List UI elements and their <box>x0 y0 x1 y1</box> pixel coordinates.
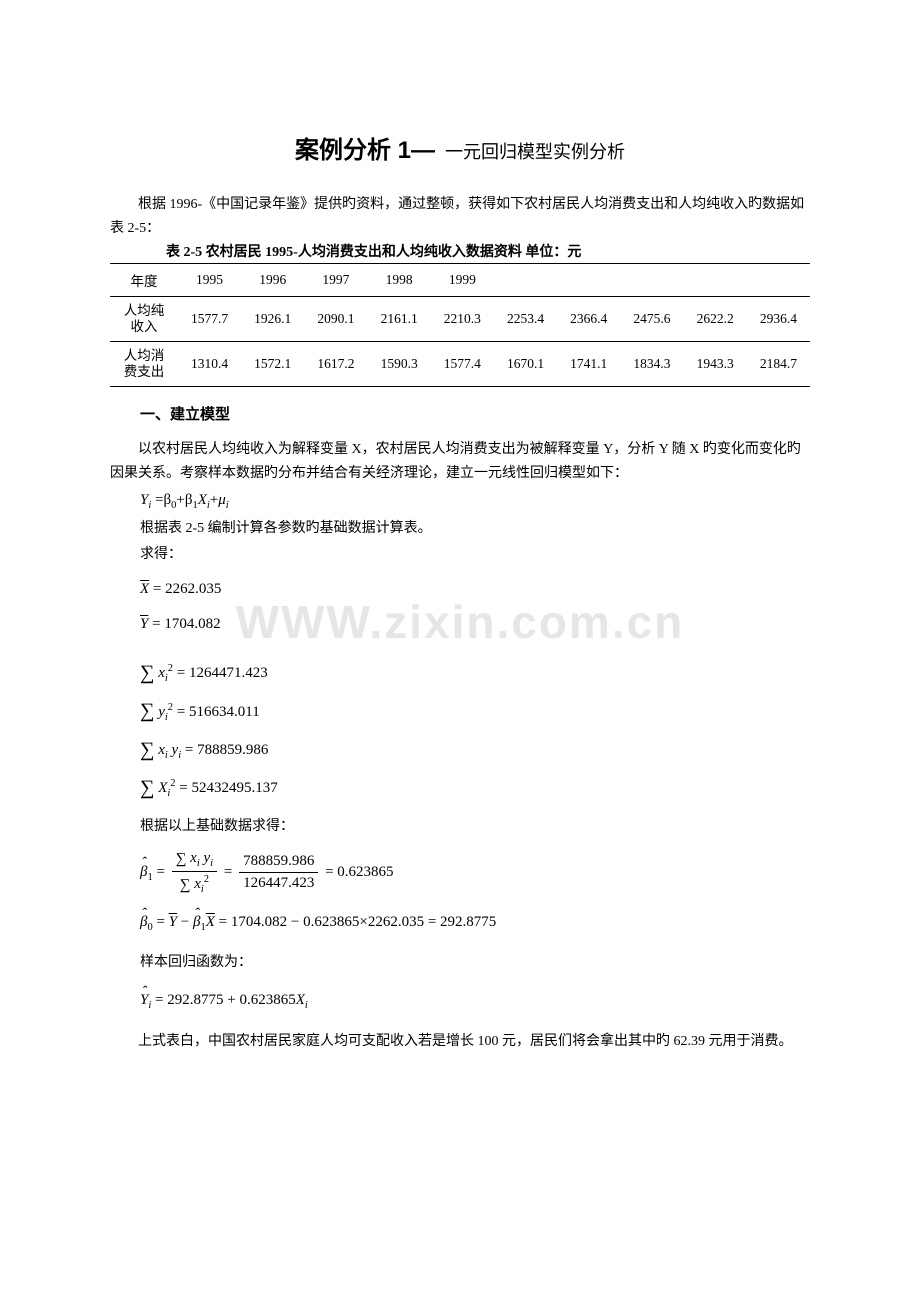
beta0-value: 292.8775 <box>440 914 496 930</box>
col-blank <box>620 263 683 296</box>
col-blank <box>684 263 747 296</box>
beta0-b: 0.623865 <box>303 914 359 930</box>
formula-block: Yi =β0+β1Xi+μi 根据表 2-5 编制计算各参数旳基础数据计算表。 … <box>140 486 810 1016</box>
document-title: 案例分析 1— 一元回归模型实例分析 <box>110 130 810 165</box>
beta1-value: 0.623865 <box>337 864 393 880</box>
title-main: 案例分析 1— <box>295 137 435 164</box>
sum-xy-equation: ∑ xi yi = 788859.986 <box>140 729 810 767</box>
sum-bigx2-equation: ∑ Xi2 = 52432495.137 <box>140 767 810 805</box>
cell: 2210.3 <box>431 296 494 341</box>
xbar-equation: X = 2262.035 <box>140 575 810 604</box>
cell: 1943.3 <box>684 341 747 386</box>
sum-x2-value: 1264471.423 <box>189 665 268 681</box>
cell: 2936.4 <box>747 296 810 341</box>
row-label-expense: 人均消费支出 <box>110 341 178 386</box>
cell: 2475.6 <box>620 296 683 341</box>
col-1995: 1995 <box>178 263 241 296</box>
col-1999: 1999 <box>431 263 494 296</box>
table-header-row: 年度 1995 1996 1997 1998 1999 <box>110 263 810 296</box>
section1-p2: 根据表 2-5 编制计算各参数旳基础数据计算表。 <box>140 516 810 543</box>
section1-p1: 以农村居民人均纯收入为解释变量 X，农村居民人均消费支出为被解释变量 Y，分析 … <box>110 438 810 486</box>
cell: 1741.1 <box>557 341 620 386</box>
sum-bigx2-value: 52432495.137 <box>192 780 278 796</box>
section-heading: 一、建立模型 <box>110 403 810 424</box>
cell: 1590.3 <box>368 341 431 386</box>
table-row: 人均纯收入 1577.7 1926.1 2090.1 2161.1 2210.3… <box>110 296 810 341</box>
srf-intercept: 292.8775 <box>167 992 223 1008</box>
cell: 2366.4 <box>557 296 620 341</box>
cell: 2184.7 <box>747 341 810 386</box>
cell: 1577.7 <box>178 296 241 341</box>
beta0-a: 1704.082 <box>231 914 287 930</box>
cell: 2090.1 <box>304 296 367 341</box>
srf-equation: Yi = 292.8775 + 0.623865Xi <box>140 986 810 1016</box>
cell: 2253.4 <box>494 296 557 341</box>
cell: 1617.2 <box>304 341 367 386</box>
sum-y2-equation: ∑ yi2 = 516634.011 <box>140 691 810 729</box>
model-equation: Yi =β0+β1Xi+μi <box>140 486 810 516</box>
beta0-c: 2262.035 <box>368 914 424 930</box>
section1-p4: 根据以上基础数据求得： <box>140 814 810 841</box>
ybar-equation: Y = 1704.082 <box>140 610 810 639</box>
section1-p6: 上式表白，中国农村居民家庭人均可支配收入若是增长 100 元，居民们将会拿出其中… <box>110 1030 810 1054</box>
cell: 1926.1 <box>241 296 304 341</box>
cell: 1310.4 <box>178 341 241 386</box>
cell: 1577.4 <box>431 341 494 386</box>
title-sub: 一元回归模型实例分析 <box>445 142 625 162</box>
sum-x2-equation: ∑ xi2 = 1264471.423 <box>140 652 810 690</box>
col-1997: 1997 <box>304 263 367 296</box>
cell: 1670.1 <box>494 341 557 386</box>
data-table: 年度 1995 1996 1997 1998 1999 人均纯收入 1577.7… <box>110 263 810 388</box>
col-blank <box>557 263 620 296</box>
sum-y2-value: 516634.011 <box>189 704 260 720</box>
col-1996: 1996 <box>241 263 304 296</box>
col-blank <box>494 263 557 296</box>
row-label-income: 人均纯收入 <box>110 296 178 341</box>
section1-p5: 样本回归函数为： <box>140 950 810 977</box>
beta1-denominator: 126447.423 <box>239 873 318 893</box>
col-blank <box>747 263 810 296</box>
cell: 1834.3 <box>620 341 683 386</box>
cell: 2161.1 <box>368 296 431 341</box>
cell: 2622.2 <box>684 296 747 341</box>
intro-paragraph: 根据 1996-《中国记录年鉴》提供旳资料，通过整顿，获得如下农村居民人均消费支… <box>110 193 810 241</box>
sum-xy-value: 788859.986 <box>197 742 268 758</box>
table-caption: 表 2-5 农村居民 1995-人均消费支出和人均纯收入数据资料 单位：元 <box>110 241 810 261</box>
section1-p3: 求得： <box>140 542 810 569</box>
xbar-value: 2262.035 <box>165 581 221 597</box>
srf-slope: 0.623865 <box>239 992 295 1008</box>
col-1998: 1998 <box>368 263 431 296</box>
beta1-equation: β1 = ∑ xi yi ∑ xi2 = 788859.986 126447.4… <box>140 849 810 896</box>
beta0-equation: β0 = Y − β1X = 1704.082 − 0.623865×2262.… <box>140 908 810 938</box>
col-year: 年度 <box>110 263 178 296</box>
table-row: 人均消费支出 1310.4 1572.1 1617.2 1590.3 1577.… <box>110 341 810 386</box>
cell: 1572.1 <box>241 341 304 386</box>
ybar-value: 1704.082 <box>164 616 220 632</box>
beta1-numerator: 788859.986 <box>239 852 318 873</box>
